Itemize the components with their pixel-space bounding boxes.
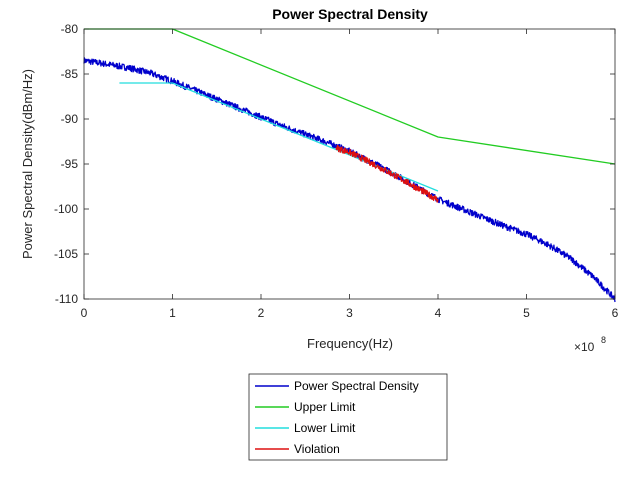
y-axis-ticks: -80 -85 -90 -95 -100 -105 -110 — [54, 22, 615, 306]
legend-label: Violation — [294, 442, 340, 456]
x-tick-label: 2 — [258, 306, 265, 320]
x-tick-label: 4 — [435, 306, 442, 320]
y-tick-label: -80 — [61, 22, 79, 36]
x-tick-label: 6 — [612, 306, 619, 320]
legend-label: Power Spectral Density — [294, 379, 419, 393]
y-tick-label: -100 — [54, 202, 78, 216]
x-tick-label: 5 — [523, 306, 530, 320]
plot-frame — [84, 29, 615, 299]
y-tick-label: -95 — [61, 157, 79, 171]
series-line-3 — [335, 144, 439, 203]
y-tick-label: -90 — [61, 112, 79, 126]
legend-items: Power Spectral Density Upper Limit Lower L… — [255, 379, 419, 456]
legend: Power Spectral Density Upper Limit Lower L… — [248, 373, 448, 461]
x-axis-ticks: 0 1 2 3 4 5 6 — [81, 29, 619, 320]
y-tick-label: -105 — [54, 247, 78, 261]
x-tick-label: 3 — [346, 306, 353, 320]
x-tick-label: 1 — [169, 306, 176, 320]
series-line-2 — [119, 82, 439, 192]
y-axis-label: Power Spectral Density(dBm/Hz) — [20, 69, 35, 259]
legend-box — [248, 373, 448, 461]
x-axis-multiplier: ×10 8 — [574, 335, 606, 354]
plot-area: 0 1 2 3 4 5 6 -80 -85 -90 -95 -100 -105 -110 — [54, 22, 619, 320]
x-tick-label: 0 — [81, 306, 88, 320]
x-axis-label: Frequency(Hz) — [307, 336, 393, 351]
y-tick-label: -85 — [61, 67, 79, 81]
x-multiplier-exponent: 8 — [601, 335, 606, 345]
legend-label: Lower Limit — [294, 421, 356, 435]
chart-title: Power Spectral Density — [272, 6, 428, 22]
y-tick-label: -110 — [55, 292, 78, 306]
x-multiplier-base: ×10 — [574, 340, 595, 354]
legend-label: Upper Limit — [294, 400, 356, 414]
